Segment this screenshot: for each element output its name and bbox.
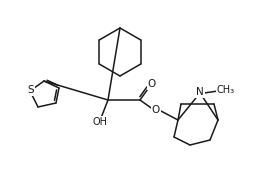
Text: O: O	[148, 79, 156, 89]
Text: OH: OH	[92, 117, 107, 127]
Text: CH₃: CH₃	[217, 85, 235, 95]
Text: N: N	[196, 87, 204, 97]
Text: O: O	[152, 105, 160, 115]
Text: S: S	[28, 85, 34, 95]
